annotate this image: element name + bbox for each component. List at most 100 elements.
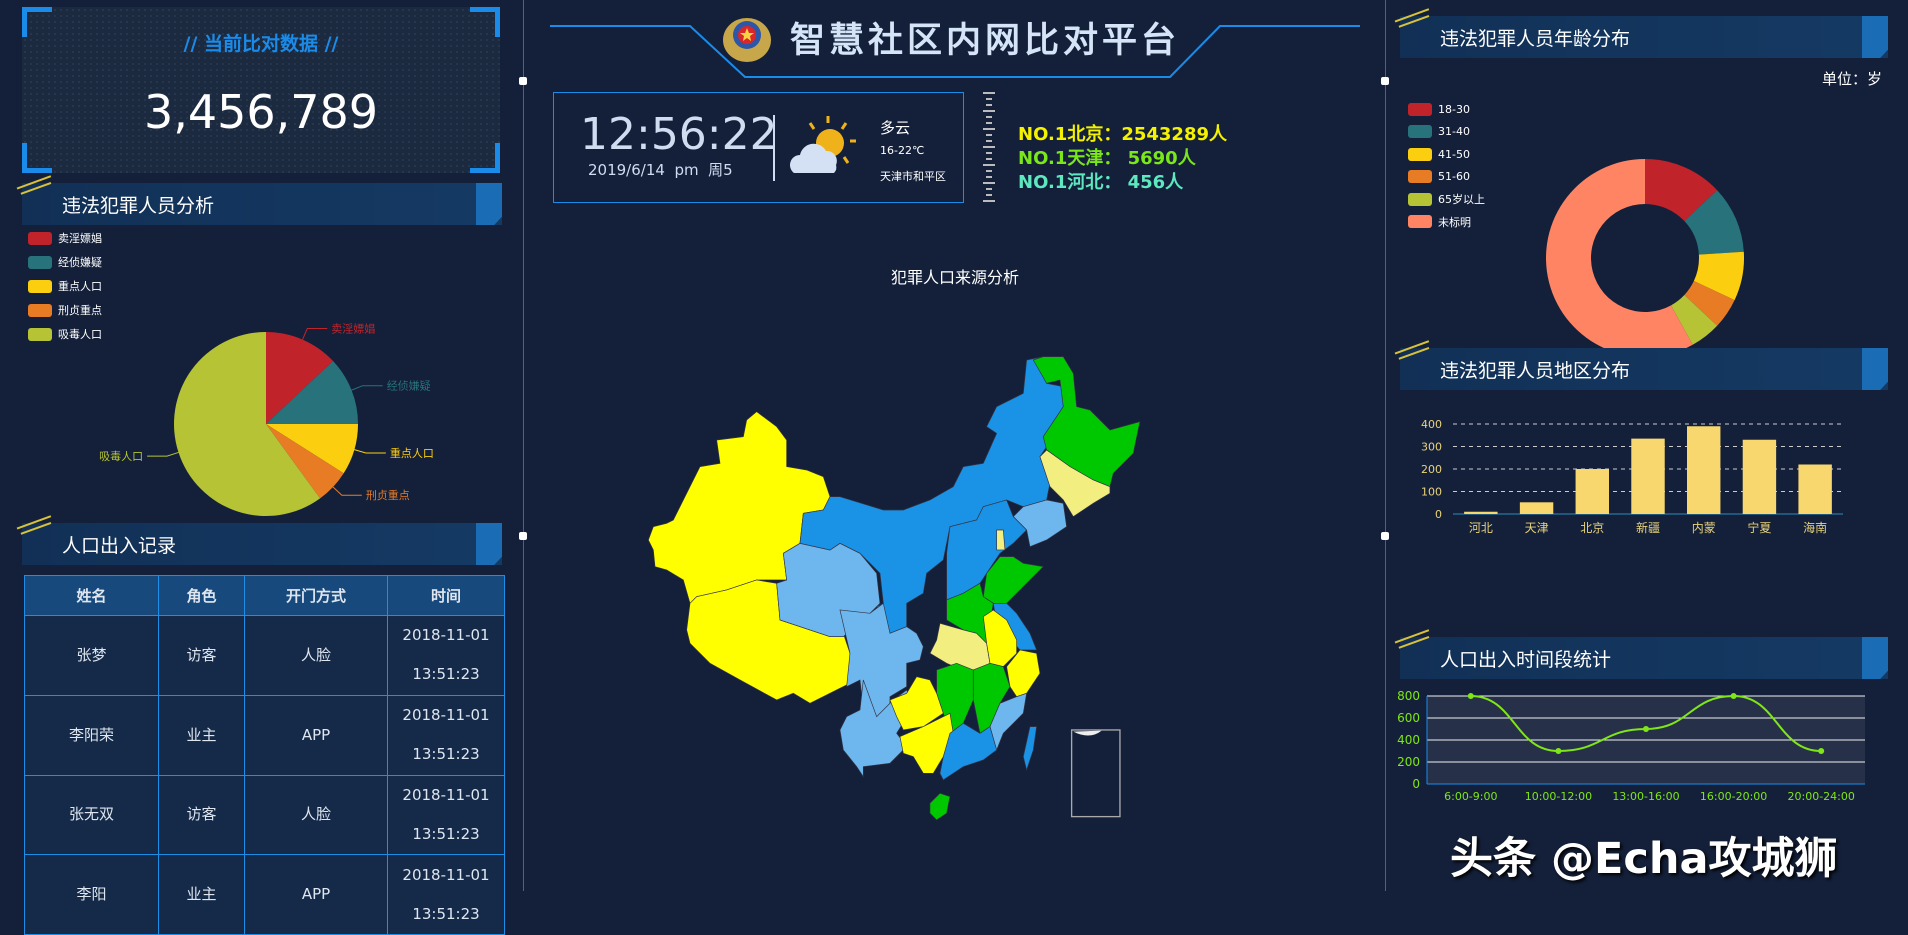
- slice-label: 重点人口: [390, 446, 434, 460]
- legend-item[interactable]: 刑贞重点: [28, 302, 102, 318]
- region-guangdong: [939, 722, 998, 781]
- region-heilongjiang: [1032, 356, 1141, 488]
- panel-title-time: 人口出入时间段统计: [1394, 629, 1888, 679]
- current-data-panel: // 当前比对数据 // 3,456,789: [22, 7, 500, 173]
- region-shandong: [982, 556, 1044, 604]
- table-row: 李阳 业主 APP 2018-11-01 13:51:23: [24, 854, 505, 935]
- bar-内蒙: [1687, 426, 1721, 514]
- region-hunan: [936, 662, 974, 734]
- slice-未标明: [1546, 159, 1693, 357]
- legend-item[interactable]: 经侦嫌疑: [28, 254, 102, 270]
- data-point: [1818, 748, 1825, 754]
- region-hebei: [946, 499, 1028, 601]
- legend-item[interactable]: 41-50: [1408, 146, 1470, 162]
- clock-weather-panel: 12:56:22 2019/6/14 pm 周5 多云 16-22℃ 天津市和平…: [553, 92, 964, 203]
- region-jiangxi: [972, 662, 1011, 734]
- col-time: 时间: [387, 575, 505, 616]
- legend-item[interactable]: 吸毒人口: [28, 326, 102, 342]
- data-point: [1730, 693, 1737, 699]
- ruler-decoration: [983, 92, 995, 204]
- slice-label: 经侦嫌疑: [387, 379, 431, 393]
- y-tick-label: 400: [1397, 733, 1420, 747]
- region-bar-chart: 0 100 200 300 400 河北 天津 北京 新疆 内蒙 宁夏 海南: [1421, 418, 1843, 535]
- panel-title-crime: 违法犯罪人员分析: [16, 175, 502, 225]
- y-tick-label: 0: [1412, 777, 1420, 791]
- legend-item[interactable]: 31-40: [1408, 124, 1470, 140]
- label-line: [302, 328, 328, 340]
- label-line: [147, 451, 179, 457]
- header-frame: [550, 25, 1360, 78]
- clock-date: 2019/6/14 pm 周5: [588, 161, 733, 179]
- weather-text: 多云: [880, 119, 911, 137]
- col-role: 角色: [158, 575, 245, 616]
- data-point: [1643, 726, 1649, 732]
- y-tick-label: 200: [1397, 755, 1420, 769]
- current-data-label: // 当前比对数据 //: [183, 33, 339, 55]
- slice-label: 卖淫嫖娼: [331, 322, 375, 336]
- label-line: [354, 449, 386, 454]
- x-tick-label: 13:00-16:00: [1612, 790, 1679, 803]
- bar-天津: [1519, 502, 1554, 514]
- bar-河北: [1464, 511, 1498, 514]
- divider-node: [519, 77, 527, 85]
- age-unit: 单位：岁: [1821, 70, 1882, 88]
- page-title: 智慧社区内网比对平台: [790, 21, 1181, 61]
- legend-item[interactable]: 未标明: [1408, 214, 1471, 230]
- x-tick-label: 河北: [1469, 521, 1493, 535]
- legend-item[interactable]: 51-60: [1408, 169, 1470, 185]
- region-hainan: [929, 792, 951, 821]
- region-xinjiang: [647, 411, 831, 604]
- table-row: 李阳荣 业主 APP 2018-11-01 13:51:23: [24, 694, 505, 776]
- bar-北京: [1575, 469, 1609, 514]
- divider-node: [519, 532, 527, 540]
- slice-经侦嫌疑: [266, 361, 358, 424]
- rank-hebei: NO.1河北： 456人: [1018, 172, 1184, 193]
- slice-18-30: [1645, 159, 1718, 222]
- legend-item[interactable]: 18-30: [1408, 101, 1470, 117]
- rank-tianjin: NO.1天津： 5690人: [1018, 148, 1196, 169]
- label-line: [351, 385, 383, 391]
- bar-新疆: [1631, 438, 1665, 514]
- region-jiangsu: [992, 602, 1038, 651]
- region-liaoning: [1012, 499, 1067, 548]
- table-row: 张无双 访客 人脸 2018-11-01 13:51:23: [24, 774, 505, 856]
- map-title: 犯罪人口来源分析: [890, 268, 1019, 287]
- rankings: NO.1北京：2543289人 NO.1天津： 5690人 NO.1河北： 45…: [1018, 123, 1227, 195]
- data-point: [1555, 748, 1562, 754]
- x-tick-label: 内蒙: [1692, 521, 1716, 535]
- region-taiwan: [1022, 726, 1038, 772]
- slice-31-40: [1684, 190, 1744, 255]
- divider-node: [1381, 532, 1389, 540]
- region-north: [799, 356, 1064, 634]
- y-tick-label: 0: [1435, 508, 1442, 521]
- panel-title-records: 人口出入记录: [16, 515, 502, 565]
- slice-卖淫嫖娼: [266, 332, 334, 424]
- panel-title-region: 违法犯罪人员地区分布: [1394, 340, 1888, 390]
- x-tick-label: 6:00-9:00: [1444, 790, 1497, 803]
- region-jilin: [1039, 449, 1111, 518]
- weather-temp: 16-22℃: [880, 144, 925, 157]
- legend-item[interactable]: 65岁以上: [1408, 191, 1485, 207]
- slice-41-50: [1693, 251, 1744, 301]
- time-line-chart: 0 200 400 600 800 6:00-9:00 10:00-12:00 13:00-1…: [1397, 689, 1865, 803]
- current-data-value: 3,456,789: [143, 85, 379, 139]
- region-guizhou: [889, 676, 944, 731]
- region-qinghai: [776, 542, 881, 637]
- police-emblem-icon: [720, 10, 774, 64]
- legend-item[interactable]: 重点人口: [28, 278, 102, 294]
- region-hubei: [929, 622, 991, 674]
- clock-time: 12:56:22: [580, 109, 778, 160]
- region-zhejiang: [1006, 649, 1041, 698]
- x-tick-label: 宁夏: [1747, 520, 1771, 535]
- slice-吸毒人口: [173, 332, 321, 516]
- x-tick-label: 10:00-12:00: [1525, 790, 1592, 803]
- slice-51-60: [1684, 280, 1735, 326]
- bar-宁夏: [1742, 439, 1777, 514]
- region-sichuan: [839, 602, 924, 718]
- left-divider: [523, 0, 524, 891]
- y-tick-label: 100: [1421, 486, 1442, 499]
- legend-item[interactable]: 卖淫嫖娼: [28, 230, 102, 246]
- region-fujian: [989, 692, 1028, 751]
- slice-重点人口: [266, 424, 358, 474]
